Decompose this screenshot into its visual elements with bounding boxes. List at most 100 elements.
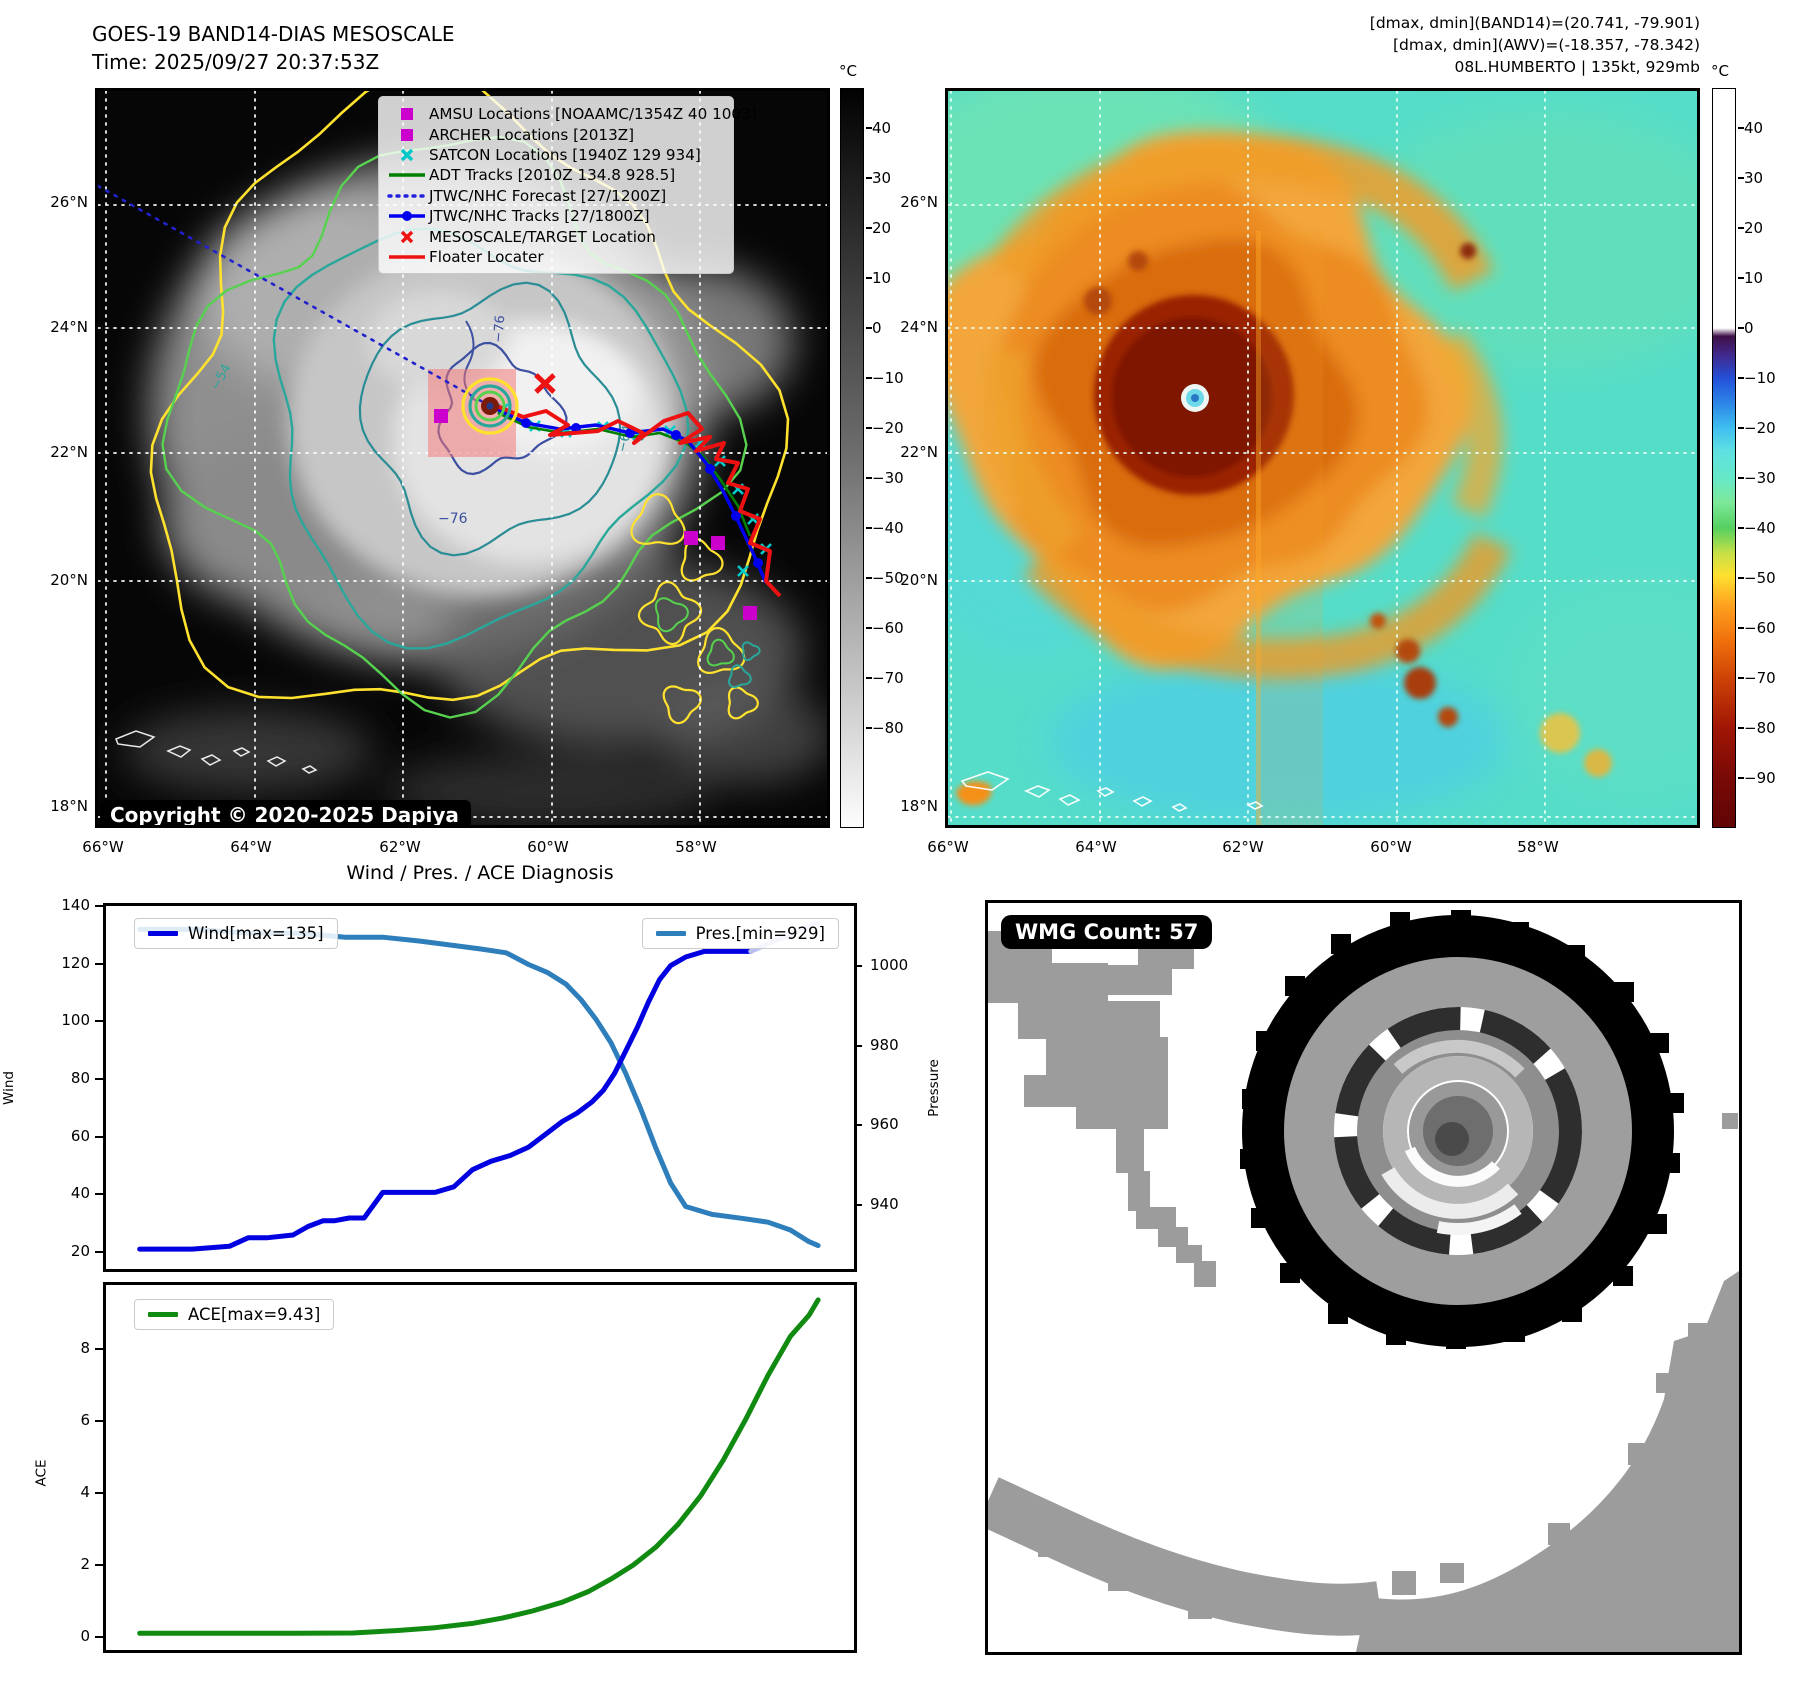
ace-chart: ACE[max=9.43]: [103, 1282, 857, 1653]
lon-tick-label: 64°W: [1075, 838, 1117, 856]
awv-colorbar-tick-label: 40: [1744, 119, 1764, 137]
legend-item-label: SATCON Locations [1940Z 129 934]: [429, 145, 701, 164]
lon-tick-label: 64°W: [230, 838, 272, 856]
awv-colorbar-tick-label: −60: [1744, 619, 1776, 637]
storm-id-intensity: 08L.HUMBERTO | 135kt, 929mb: [1454, 58, 1701, 76]
line-marker-icon: [385, 250, 429, 264]
lat-tick-label: 18°N: [900, 797, 938, 815]
band14-colorbar-tick-label: 30: [872, 169, 892, 187]
band14-colorbar-tick-label: −70: [872, 669, 904, 687]
legend-item-label: MESOSCALE/TARGET Location: [429, 227, 656, 246]
awv-colorbar-tick: [1738, 377, 1744, 379]
awv-colorbar-tick-label: −80: [1744, 719, 1776, 737]
pressure-tick: [854, 1044, 862, 1047]
legend-item: MESOSCALE/TARGET Location: [385, 226, 725, 246]
band14-dmax-dmin: [dmax, dmin](BAND14)=(20.741, -79.901): [1369, 14, 1700, 32]
awv-colorbar-tick-label: 0: [1744, 319, 1754, 337]
band14-colorbar-tick-label: 20: [872, 219, 892, 237]
band14-colorbar-tick: [866, 477, 872, 479]
wind-tick-label: 120: [61, 953, 90, 972]
awv-colorbar-tick: [1738, 677, 1744, 679]
ace-tick: [95, 1635, 103, 1638]
awv-colorbar-tick-label: 30: [1744, 169, 1764, 187]
awv-colorbar-tick: [1738, 627, 1744, 629]
ace-tick-label: 2: [80, 1554, 90, 1573]
lon-tick-label: 60°W: [1370, 838, 1412, 856]
wmg-panel: WMG Count: 57: [985, 900, 1742, 1655]
ace-tick-label: 4: [80, 1482, 90, 1501]
awv-colorbar-tick-label: −50: [1744, 569, 1776, 587]
awv-colorbar-tick-label: 10: [1744, 269, 1764, 287]
ace-legend-swatch: [148, 1312, 178, 1317]
ace-plot: [137, 1297, 821, 1636]
band14-colorbar-tick-label: 0: [872, 319, 882, 337]
band14-colorbar-tick-label: −40: [872, 519, 904, 537]
awv-colorbar-tick: [1738, 577, 1744, 579]
square-marker-icon: [385, 107, 429, 121]
wmg-count-badge: WMG Count: 57: [1001, 915, 1213, 949]
pressure-axis-label: Pressure: [925, 1059, 942, 1117]
wind-tick-label: 40: [70, 1184, 90, 1203]
lon-tick-label: 62°W: [1222, 838, 1264, 856]
ace-tick: [95, 1347, 103, 1350]
svg-text:−76: −76: [438, 511, 468, 527]
ace-tick: [95, 1419, 103, 1422]
lon-tick-label: 60°W: [527, 838, 569, 856]
legend-item-label: AMSU Locations [NOAAMC/1354Z 40 1003]: [429, 105, 757, 124]
legend-item: ARCHER Locations [2013Z]: [385, 124, 725, 144]
band14-colorbar-tick: [866, 227, 872, 229]
legend-item-label: JTWC/NHC Forecast [27/1200Z]: [429, 186, 667, 205]
svg-text:−76: −76: [491, 315, 508, 344]
pressure-legend-label: Pres.[min=929]: [695, 924, 825, 943]
band14-colorbar-tick: [866, 177, 872, 179]
awv-colorbar-tick-label: 20: [1744, 219, 1764, 237]
band14-colorbar-tick-label: −80: [872, 719, 904, 737]
wind-tick: [95, 1135, 103, 1138]
x-marker-icon: [385, 148, 429, 162]
wind-tick-label: 60: [70, 1126, 90, 1145]
ace-tick-label: 0: [80, 1626, 90, 1645]
pressure-tick: [854, 1203, 862, 1206]
ace-legend: ACE[max=9.43]: [134, 1299, 335, 1330]
awv-colorbar-tick-label: −20: [1744, 419, 1776, 437]
awv-colorbar-tick: [1738, 777, 1744, 779]
lat-tick-label: 24°N: [900, 318, 938, 336]
band14-colorbar-tick: [866, 627, 872, 629]
diagnosis-chart-title: Wind / Pres. / ACE Diagnosis: [346, 862, 614, 884]
dotted-marker-icon: [385, 189, 429, 203]
band14-colorbar-tick-label: −30: [872, 469, 904, 487]
band14-colorbar-tick: [866, 577, 872, 579]
pressure-tick-label: 1000: [870, 956, 909, 975]
awv-colorbar-tick: [1738, 277, 1744, 279]
awv-colorbar-tick-label: −10: [1744, 369, 1776, 387]
pressure-legend: Pres.[min=929]: [641, 918, 839, 949]
band14-colorbar-tick-label: 10: [872, 269, 892, 287]
lon-tick-label: 62°W: [379, 838, 421, 856]
wind-tick: [95, 1250, 103, 1253]
band14-map-panel: −54 −76 −76 −64 AMSU Locations [NOAAMC/1…: [95, 88, 830, 828]
lat-tick-label: 22°N: [50, 443, 88, 461]
legend-item-label: ARCHER Locations [2013Z]: [429, 125, 635, 144]
band14-colorbar-tick-label: −20: [872, 419, 904, 437]
lat-tick-label: 20°N: [900, 571, 938, 589]
wind-tick-label: 100: [61, 1011, 90, 1030]
legend-item-label: Floater Locater: [429, 247, 544, 266]
lat-tick-label: 18°N: [50, 797, 88, 815]
band14-colorbar-tick: [866, 377, 872, 379]
awv-colorbar-tick: [1738, 527, 1744, 529]
wind-tick: [95, 1193, 103, 1196]
pressure-tick: [854, 965, 862, 968]
lat-tick-label: 22°N: [900, 443, 938, 461]
lon-tick-label: 58°W: [1517, 838, 1559, 856]
wind-legend-swatch: [148, 931, 178, 936]
awv-colorbar-tick: [1738, 327, 1744, 329]
band14-colorbar-tick-label: −50: [872, 569, 904, 587]
ace-legend-label: ACE[max=9.43]: [188, 1305, 321, 1324]
awv-colorbar-tick-label: −30: [1744, 469, 1776, 487]
copyright-badge: Copyright © 2020-2025 Dapiya: [100, 800, 471, 825]
legend-item-label: JTWC/NHC Tracks [27/1800Z]: [429, 207, 650, 226]
band14-colorbar-tick: [866, 677, 872, 679]
legend-item-label: ADT Tracks [2010Z 134.8 928.5]: [429, 166, 676, 185]
ace-tick-label: 8: [80, 1338, 90, 1357]
